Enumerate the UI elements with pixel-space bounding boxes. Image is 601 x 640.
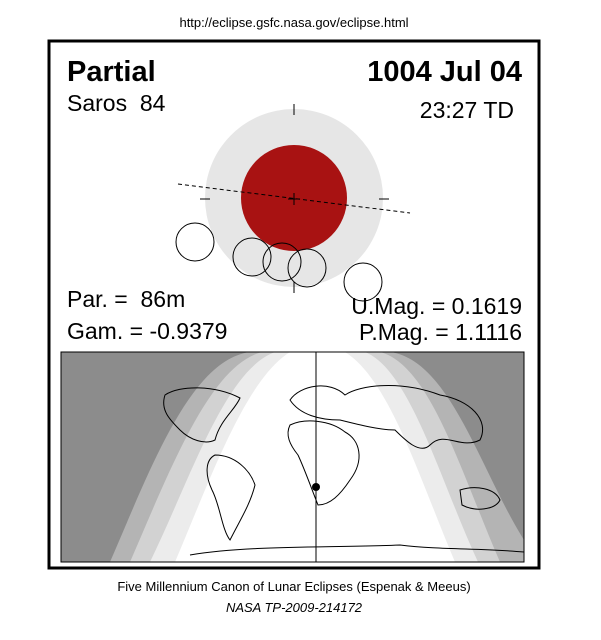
source-url: http://eclipse.gsfc.nasa.gov/eclipse.htm… bbox=[179, 15, 408, 30]
parameter-umag: U.Mag. = 0.1619 bbox=[351, 293, 522, 319]
parameter-pmag: P.Mag. = 1.1116 bbox=[359, 319, 522, 345]
footer-publication: NASA TP-2009-214172 bbox=[226, 600, 363, 615]
full-visibility-zone bbox=[175, 352, 455, 562]
moon bbox=[175, 222, 215, 262]
eclipse-time: 23:27 TD bbox=[420, 97, 514, 123]
parameter-gam: Gam. = -0.9379 bbox=[67, 318, 227, 344]
moon bbox=[232, 237, 272, 277]
eclipse-type: Partial bbox=[67, 56, 156, 88]
moon bbox=[262, 242, 302, 282]
eclipse-date: 1004 Jul 04 bbox=[367, 56, 522, 88]
sub-moon-point bbox=[312, 483, 320, 491]
moon bbox=[343, 262, 383, 302]
moon-path bbox=[177, 183, 411, 214]
saros: Saros 84 bbox=[67, 90, 166, 116]
parameter-par: Par. = 86m bbox=[67, 286, 185, 312]
coastlines bbox=[163, 385, 524, 556]
eclipse-geometry bbox=[175, 104, 411, 302]
moon bbox=[287, 248, 327, 288]
footer-citation: Five Millennium Canon of Lunar Eclipses … bbox=[117, 579, 470, 594]
world-map bbox=[60, 351, 525, 563]
map-border bbox=[60, 351, 525, 563]
